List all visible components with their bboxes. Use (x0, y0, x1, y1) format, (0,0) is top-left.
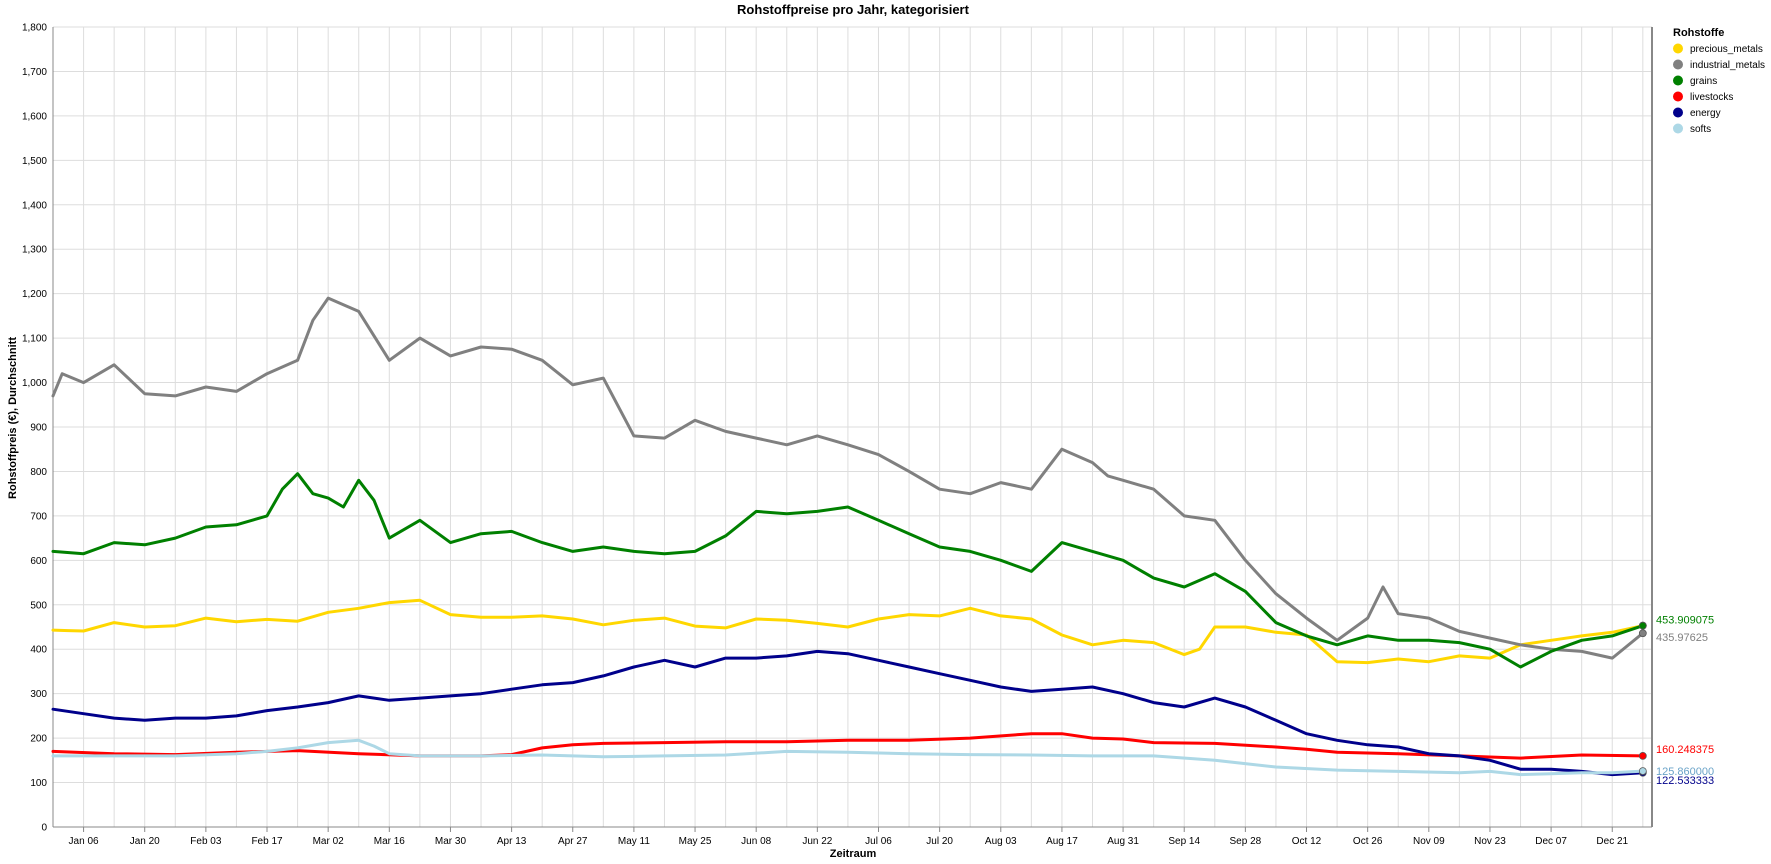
legend-swatch-industrial-metals (1673, 59, 1683, 70)
legend-label-energy: energy (1690, 108, 1721, 119)
x-tick-label: Jan 20 (130, 836, 160, 847)
series-line-energy (51, 649, 1645, 777)
end-label-energy: 122.533333 (1656, 775, 1714, 787)
legend-item-softs: softs (1673, 123, 1711, 135)
x-tick-label: Dec 07 (1535, 836, 1567, 847)
series-endpoint-livestocks (1638, 751, 1647, 760)
end-label-softs: 125.860000 (1656, 766, 1714, 778)
axes: 0 100 200 300 400 500 600 700 800 900 1,000 1,100 1,… (22, 23, 1653, 847)
y-tick-label: 1,500 (22, 156, 47, 167)
x-tick-label: Oct 26 (1353, 836, 1383, 847)
y-tick-label: 1,800 (22, 23, 47, 34)
legend-swatch-softs (1673, 123, 1683, 134)
x-tick-label: Feb 17 (251, 836, 283, 847)
legend-label-precious-metals: precious_metals (1690, 44, 1763, 55)
legend-item-industrial-metals: industrial_metals (1673, 59, 1765, 71)
series-group (51, 296, 1647, 777)
legend: Rohstoffe precious_metals industrial_metal… (1673, 27, 1765, 135)
legend-label-livestocks: livestocks (1690, 92, 1733, 103)
legend-swatch-livestocks (1673, 91, 1683, 102)
x-axis-title: Zeitraum (830, 848, 877, 860)
y-tick-label: 200 (30, 734, 47, 745)
x-tick-label: Sep 14 (1168, 836, 1200, 847)
x-tick-label: Jul 20 (926, 836, 953, 847)
y-tick-label: 1,300 (22, 245, 47, 256)
y-tick-label: 800 (30, 467, 47, 478)
y-tick-label: 1,100 (22, 334, 47, 345)
chart-title: Rohstoffpreise pro Jahr, kategorisiert (737, 2, 970, 17)
y-tick-label: 1,400 (22, 200, 47, 211)
x-tick-label: Jan 06 (69, 836, 99, 847)
y-tick-label: 600 (30, 556, 47, 567)
y-tick-label: 0 (41, 823, 47, 834)
legend-item-livestocks: livestocks (1673, 91, 1733, 103)
series-line-softs (51, 738, 1645, 777)
x-tick-label: Jul 06 (865, 836, 892, 847)
series-line-precious-metals (51, 598, 1645, 665)
end-label-grains: 453.909075 (1656, 615, 1714, 627)
x-tick-label: Mar 16 (374, 836, 406, 847)
x-tick-label: Aug 03 (985, 836, 1017, 847)
y-tick-label: 900 (30, 423, 47, 434)
y-tick-label: 500 (30, 600, 47, 611)
grid (52, 26, 1652, 828)
y-tick-label: 300 (30, 689, 47, 700)
end-label-livestocks: 160.248375 (1656, 744, 1714, 756)
legend-item-precious-metals: precious_metals (1673, 43, 1763, 55)
x-tick-label: Jun 22 (802, 836, 832, 847)
x-tick-label: Apr 27 (558, 836, 588, 847)
series-line-industrial-metals (51, 296, 1645, 660)
y-axis-title: Rohstoffpreis (€), Durchschnitt (7, 337, 19, 499)
y-tick-label: 400 (30, 645, 47, 656)
x-tick-label: Feb 03 (190, 836, 222, 847)
x-tick-label: Nov 09 (1413, 836, 1445, 847)
x-tick-label: Sep 28 (1230, 836, 1262, 847)
y-tick-label: 1,200 (22, 289, 47, 300)
legend-item-grains: grains (1673, 75, 1717, 87)
series-endpoint-industrial-metals (1638, 629, 1647, 638)
y-tick-label: 100 (30, 778, 47, 789)
series-endpoint-grains (1638, 621, 1647, 630)
legend-item-energy: energy (1673, 107, 1721, 119)
y-tick-label: 1,600 (22, 111, 47, 122)
end-label-industrial-metals: 435.97625 (1656, 632, 1708, 644)
x-tick-label: May 25 (679, 836, 712, 847)
y-tick-label: 700 (30, 511, 47, 522)
legend-title: Rohstoffe (1673, 27, 1724, 39)
x-tick-label: Mar 02 (313, 836, 345, 847)
legend-label-softs: softs (1690, 124, 1711, 135)
x-tick-label: Aug 31 (1107, 836, 1139, 847)
legend-swatch-precious-metals (1673, 43, 1683, 54)
x-tick-label: Oct 12 (1292, 836, 1322, 847)
end-labels: 435.97625 453.909075 160.248375 122.5333331… (1656, 615, 1714, 787)
legend-swatch-energy (1673, 107, 1683, 118)
series-line-livestocks (51, 732, 1645, 760)
x-tick-label: Mar 30 (435, 836, 467, 847)
legend-label-grains: grains (1690, 76, 1717, 87)
x-tick-label: Dec 21 (1596, 836, 1628, 847)
x-tick-label: May 11 (618, 836, 650, 847)
x-tick-label: Jun 08 (741, 836, 771, 847)
x-tick-label: Apr 13 (497, 836, 527, 847)
series-endpoint-softs (1638, 767, 1647, 775)
series-line-grains (51, 472, 1645, 669)
x-tick-label: Nov 23 (1474, 836, 1506, 847)
legend-label-industrial-metals: industrial_metals (1690, 60, 1765, 71)
legend-swatch-grains (1673, 75, 1683, 86)
y-tick-label: 1,000 (22, 378, 47, 389)
y-tick-label: 1,700 (22, 67, 47, 78)
x-tick-label: Aug 17 (1046, 836, 1078, 847)
